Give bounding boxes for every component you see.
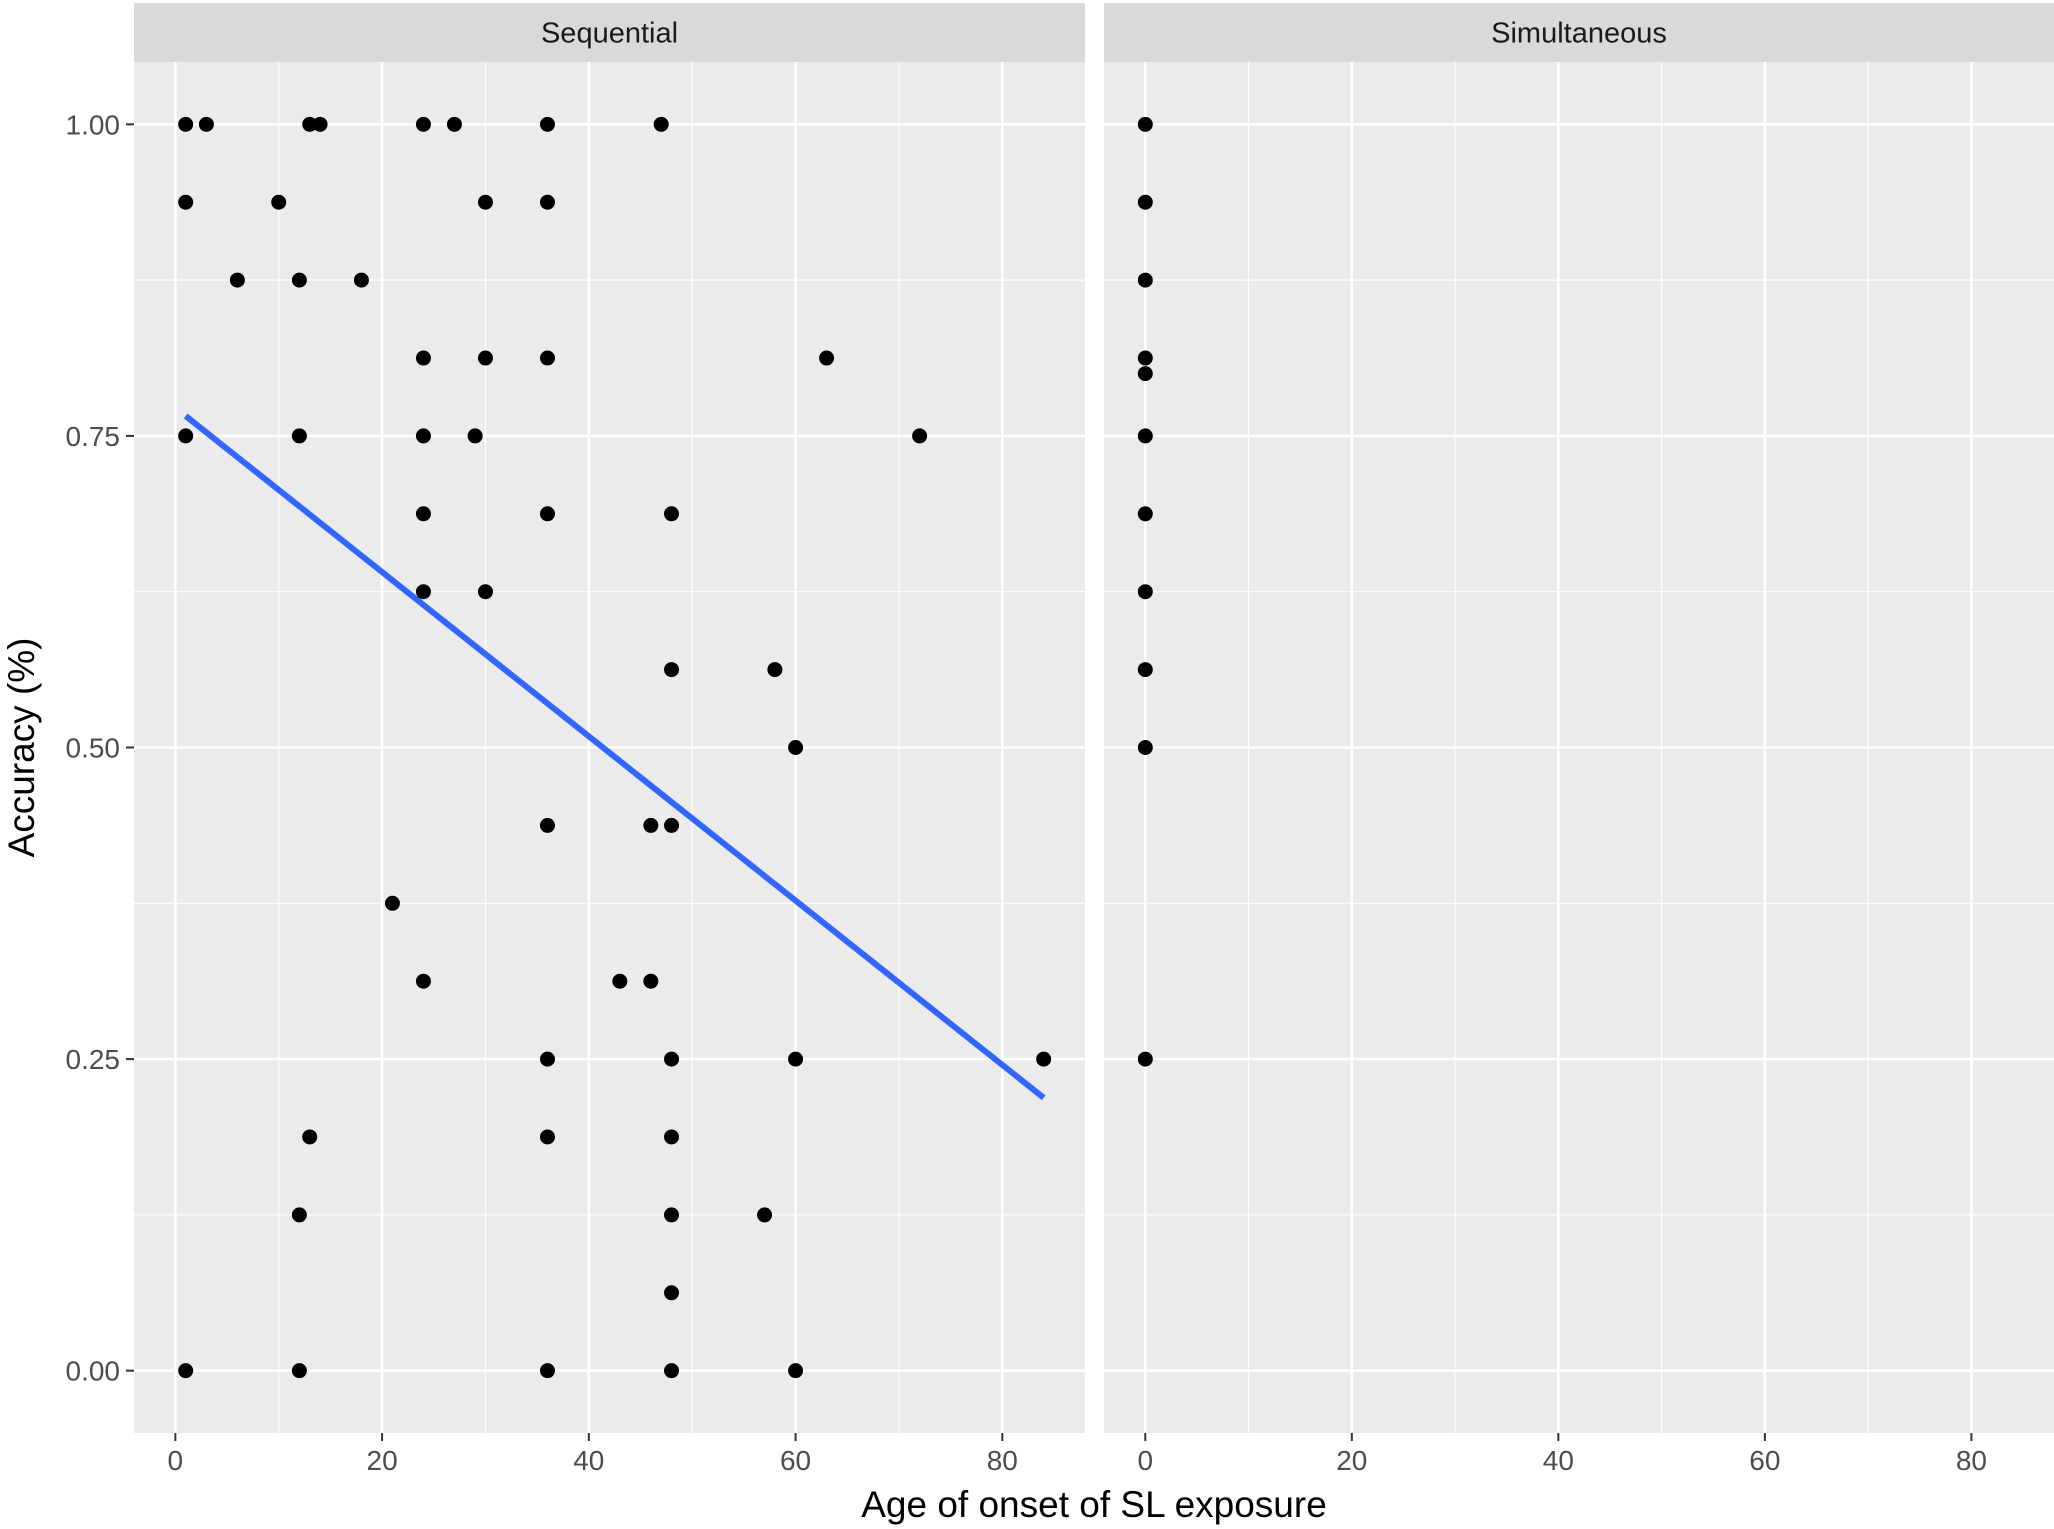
- data-point: [1137, 740, 1153, 755]
- data-point: [229, 272, 245, 288]
- facet-strip-label: Simultaneous: [1491, 18, 1667, 50]
- regression-fit-line: [183, 413, 1046, 1101]
- data-point: [1036, 1051, 1052, 1067]
- data-point: [539, 350, 555, 366]
- data-point: [1137, 116, 1153, 132]
- x-tick-label: 0: [1138, 1445, 1154, 1476]
- data-point: [539, 1363, 555, 1379]
- data-point: [1137, 272, 1153, 288]
- data-point: [539, 506, 555, 522]
- data-point: [788, 740, 804, 755]
- data-point: [415, 428, 431, 444]
- y-tick-label: 1.00: [66, 109, 121, 140]
- y-tick-label: 0.25: [66, 1044, 121, 1075]
- facet-strip: [134, 3, 1085, 62]
- data-point: [1137, 428, 1153, 444]
- data-point: [291, 428, 307, 444]
- data-point: [467, 428, 483, 444]
- data-point: [302, 116, 318, 132]
- x-tick-label: 20: [1336, 1445, 1367, 1476]
- y-tick-label: 0.75: [66, 421, 121, 452]
- data-point: [384, 895, 400, 911]
- data-point: [788, 1363, 804, 1379]
- data-point: [302, 1129, 318, 1145]
- x-tick-label: 80: [987, 1445, 1018, 1476]
- data-point: [539, 194, 555, 210]
- data-point: [539, 817, 555, 833]
- data-point: [178, 116, 194, 132]
- data-point: [1137, 366, 1153, 382]
- data-point: [1137, 584, 1153, 600]
- x-tick-label: 40: [573, 1445, 604, 1476]
- data-point: [477, 584, 493, 600]
- data-point: [312, 116, 328, 132]
- x-tick-label: 20: [367, 1445, 398, 1476]
- y-tick-label: 0.00: [66, 1356, 121, 1387]
- facet-strip: [1104, 3, 2054, 62]
- data-point: [1137, 506, 1153, 522]
- x-tick-label: 40: [1543, 1445, 1574, 1476]
- data-point: [198, 116, 214, 132]
- data-point: [477, 194, 493, 210]
- data-point: [664, 1285, 680, 1301]
- data-point: [477, 350, 493, 366]
- panel-sequential: Sequential 0 20 40 60 80: [134, 3, 1085, 1476]
- data-point: [415, 973, 431, 989]
- x-tick-label: 80: [1956, 1445, 1987, 1476]
- data-point: [415, 506, 431, 522]
- data-point: [643, 973, 659, 989]
- data-point: [643, 817, 659, 833]
- data-point: [178, 1363, 194, 1379]
- data-point: [415, 584, 431, 600]
- data-point: [291, 1207, 307, 1223]
- facet-strip-label: Sequential: [541, 18, 678, 50]
- panel-simultaneous: Simultaneous 0 20 40 60 80: [1104, 3, 2054, 1476]
- data-point: [664, 1129, 680, 1145]
- data-point: [415, 116, 431, 132]
- data-point: [1137, 662, 1153, 678]
- data-point: [664, 1207, 680, 1223]
- data-point: [1137, 1051, 1153, 1067]
- data-point: [539, 1051, 555, 1067]
- data-point: [612, 973, 628, 989]
- data-point: [788, 1051, 804, 1067]
- data-point: [539, 116, 555, 132]
- x-tick-label: 0: [168, 1445, 184, 1476]
- data-point: [353, 272, 369, 288]
- y-tick-label: 0.50: [66, 733, 121, 764]
- data-point: [653, 116, 669, 132]
- data-point: [1137, 194, 1153, 210]
- data-point: [291, 272, 307, 288]
- data-point: [757, 1207, 773, 1223]
- x-tick-label: 60: [780, 1445, 811, 1476]
- data-point: [664, 506, 680, 522]
- x-axis-title: Age of onset of SL exposure: [861, 1484, 1327, 1525]
- data-point: [767, 662, 783, 678]
- data-point: [1137, 350, 1153, 366]
- data-point: [664, 1363, 680, 1379]
- data-point: [912, 428, 928, 444]
- data-point: [271, 194, 287, 210]
- data-point: [664, 817, 680, 833]
- data-point: [664, 662, 680, 678]
- data-point: [178, 428, 194, 444]
- data-point: [178, 194, 194, 210]
- data-point: [291, 1363, 307, 1379]
- y-axis-title: Accuracy (%): [1, 638, 42, 858]
- data-point: [819, 350, 835, 366]
- x-tick-label: 60: [1749, 1445, 1780, 1476]
- data-point: [664, 1051, 680, 1067]
- data-point: [539, 1129, 555, 1145]
- data-point: [415, 350, 431, 366]
- data-point: [446, 116, 462, 132]
